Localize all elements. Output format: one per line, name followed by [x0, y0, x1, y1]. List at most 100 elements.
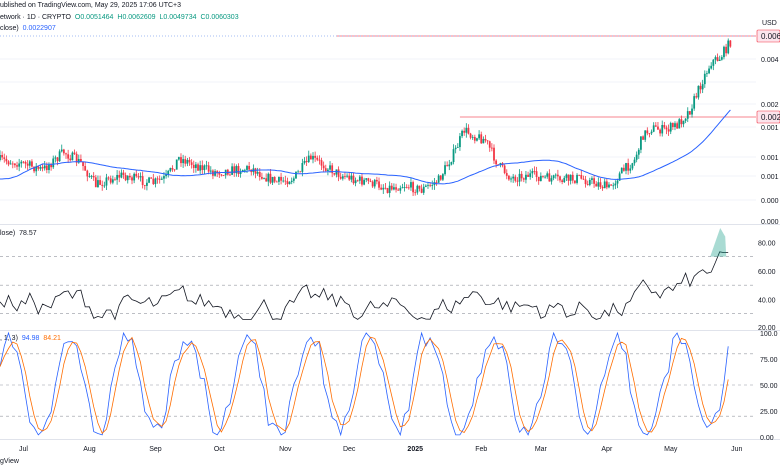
- candle-body: [650, 131, 653, 134]
- candle-body: [618, 173, 621, 181]
- candle-body: [71, 152, 74, 161]
- candle-body: [367, 178, 370, 181]
- ma-line: close) 0.0022907: [0, 25, 58, 32]
- candle-body: [482, 138, 485, 144]
- candle-body: [156, 178, 159, 180]
- candle-body: [67, 154, 70, 159]
- candle-body: [73, 152, 76, 154]
- candle-body: [657, 126, 659, 130]
- candle-body: [652, 125, 655, 132]
- candle-body: [584, 179, 587, 185]
- candle-body: [393, 187, 395, 190]
- candle-body: [718, 59, 721, 62]
- candle-body: [28, 161, 31, 166]
- candle-body: [599, 182, 602, 188]
- candle-body: [418, 185, 421, 189]
- candle-body: [531, 171, 534, 174]
- published-line: ublished on TradingView.com, May 29, 202…: [0, 2, 182, 9]
- candle-body: [640, 136, 642, 150]
- candle-body: [80, 159, 82, 162]
- candle-body: [706, 73, 708, 75]
- x-tick-label: Nov: [279, 446, 292, 453]
- candle-body: [207, 165, 210, 172]
- candle-body: [397, 189, 400, 191]
- candle-body: [480, 134, 483, 144]
- candle-body: [218, 172, 221, 175]
- candle-body: [461, 130, 463, 137]
- rsi-tick-label: 60.00: [758, 269, 776, 276]
- candle-body: [578, 174, 581, 176]
- stoch-k-line: [0, 331, 729, 437]
- candle-body: [516, 180, 519, 182]
- candle-body: [465, 127, 468, 133]
- candle-body: [463, 130, 466, 133]
- price-marker-box: [756, 110, 780, 124]
- x-tick-label: Aug: [83, 446, 96, 453]
- candle-body: [56, 157, 59, 162]
- candle-body: [111, 179, 114, 183]
- price-tick-label: 0.001: [761, 125, 779, 132]
- candle-body: [441, 174, 444, 180]
- candle-body: [288, 182, 291, 185]
- stoch-tick-label: 0.00: [760, 435, 774, 442]
- candle-body: [263, 178, 265, 179]
- candle-body: [714, 57, 717, 60]
- candle-body: [527, 174, 529, 177]
- candle-body: [282, 180, 285, 182]
- candle-body: [588, 179, 591, 185]
- price-marker-label: 0.006: [761, 32, 780, 41]
- candle-body: [476, 138, 478, 141]
- candle-body: [94, 177, 97, 188]
- candle-body: [24, 162, 27, 164]
- candle-body: [84, 166, 87, 171]
- ma-value: 0.0022907: [22, 25, 56, 32]
- rsi-line: [0, 251, 729, 321]
- candle-body: [69, 158, 72, 161]
- candle-body: [729, 40, 732, 47]
- candle-body: [542, 175, 544, 177]
- candle-body: [514, 176, 517, 181]
- candle-body: [422, 186, 425, 193]
- candle-body: [88, 176, 91, 178]
- candle-body: [246, 166, 248, 170]
- candle-body: [424, 185, 427, 187]
- candle-body: [171, 168, 174, 170]
- candle-body: [533, 171, 536, 172]
- candle-body: [9, 163, 12, 165]
- candle-body: [197, 164, 199, 171]
- candle-body: [286, 181, 289, 185]
- candle-body: [712, 59, 715, 66]
- candle-body: [625, 163, 627, 171]
- candle-body: [103, 185, 106, 187]
- rsi-tick-label: 40.00: [758, 297, 776, 304]
- candle-body: [563, 177, 566, 183]
- candle-body: [554, 174, 557, 176]
- candle-body: [188, 159, 191, 163]
- candle-body: [522, 178, 525, 180]
- stoch-tick-label: 75.00: [760, 357, 778, 364]
- candle-body: [399, 188, 402, 191]
- candle-body: [35, 166, 38, 172]
- candle-body: [344, 176, 346, 178]
- currency-label: USD: [762, 20, 777, 27]
- candle-body: [427, 184, 429, 186]
- candle-body: [201, 165, 204, 171]
- candle-body: [124, 174, 127, 181]
- candle-body: [203, 165, 206, 171]
- candle-body: [241, 169, 244, 173]
- rsi-label: lose): [0, 230, 16, 237]
- candle-body: [654, 125, 657, 127]
- rsi-value: 78.57: [19, 230, 37, 237]
- candle-body: [552, 175, 555, 179]
- candle-body: [635, 154, 638, 160]
- candle-body: [608, 184, 610, 188]
- candle-body: [99, 180, 101, 185]
- candle-body: [680, 119, 683, 125]
- candle-body: [610, 184, 613, 186]
- candle-body: [90, 175, 93, 177]
- rsi-tick-label: 20.00: [758, 325, 776, 332]
- candle-body: [576, 174, 578, 183]
- candle-body: [114, 179, 116, 181]
- x-tick-label: May: [664, 446, 678, 453]
